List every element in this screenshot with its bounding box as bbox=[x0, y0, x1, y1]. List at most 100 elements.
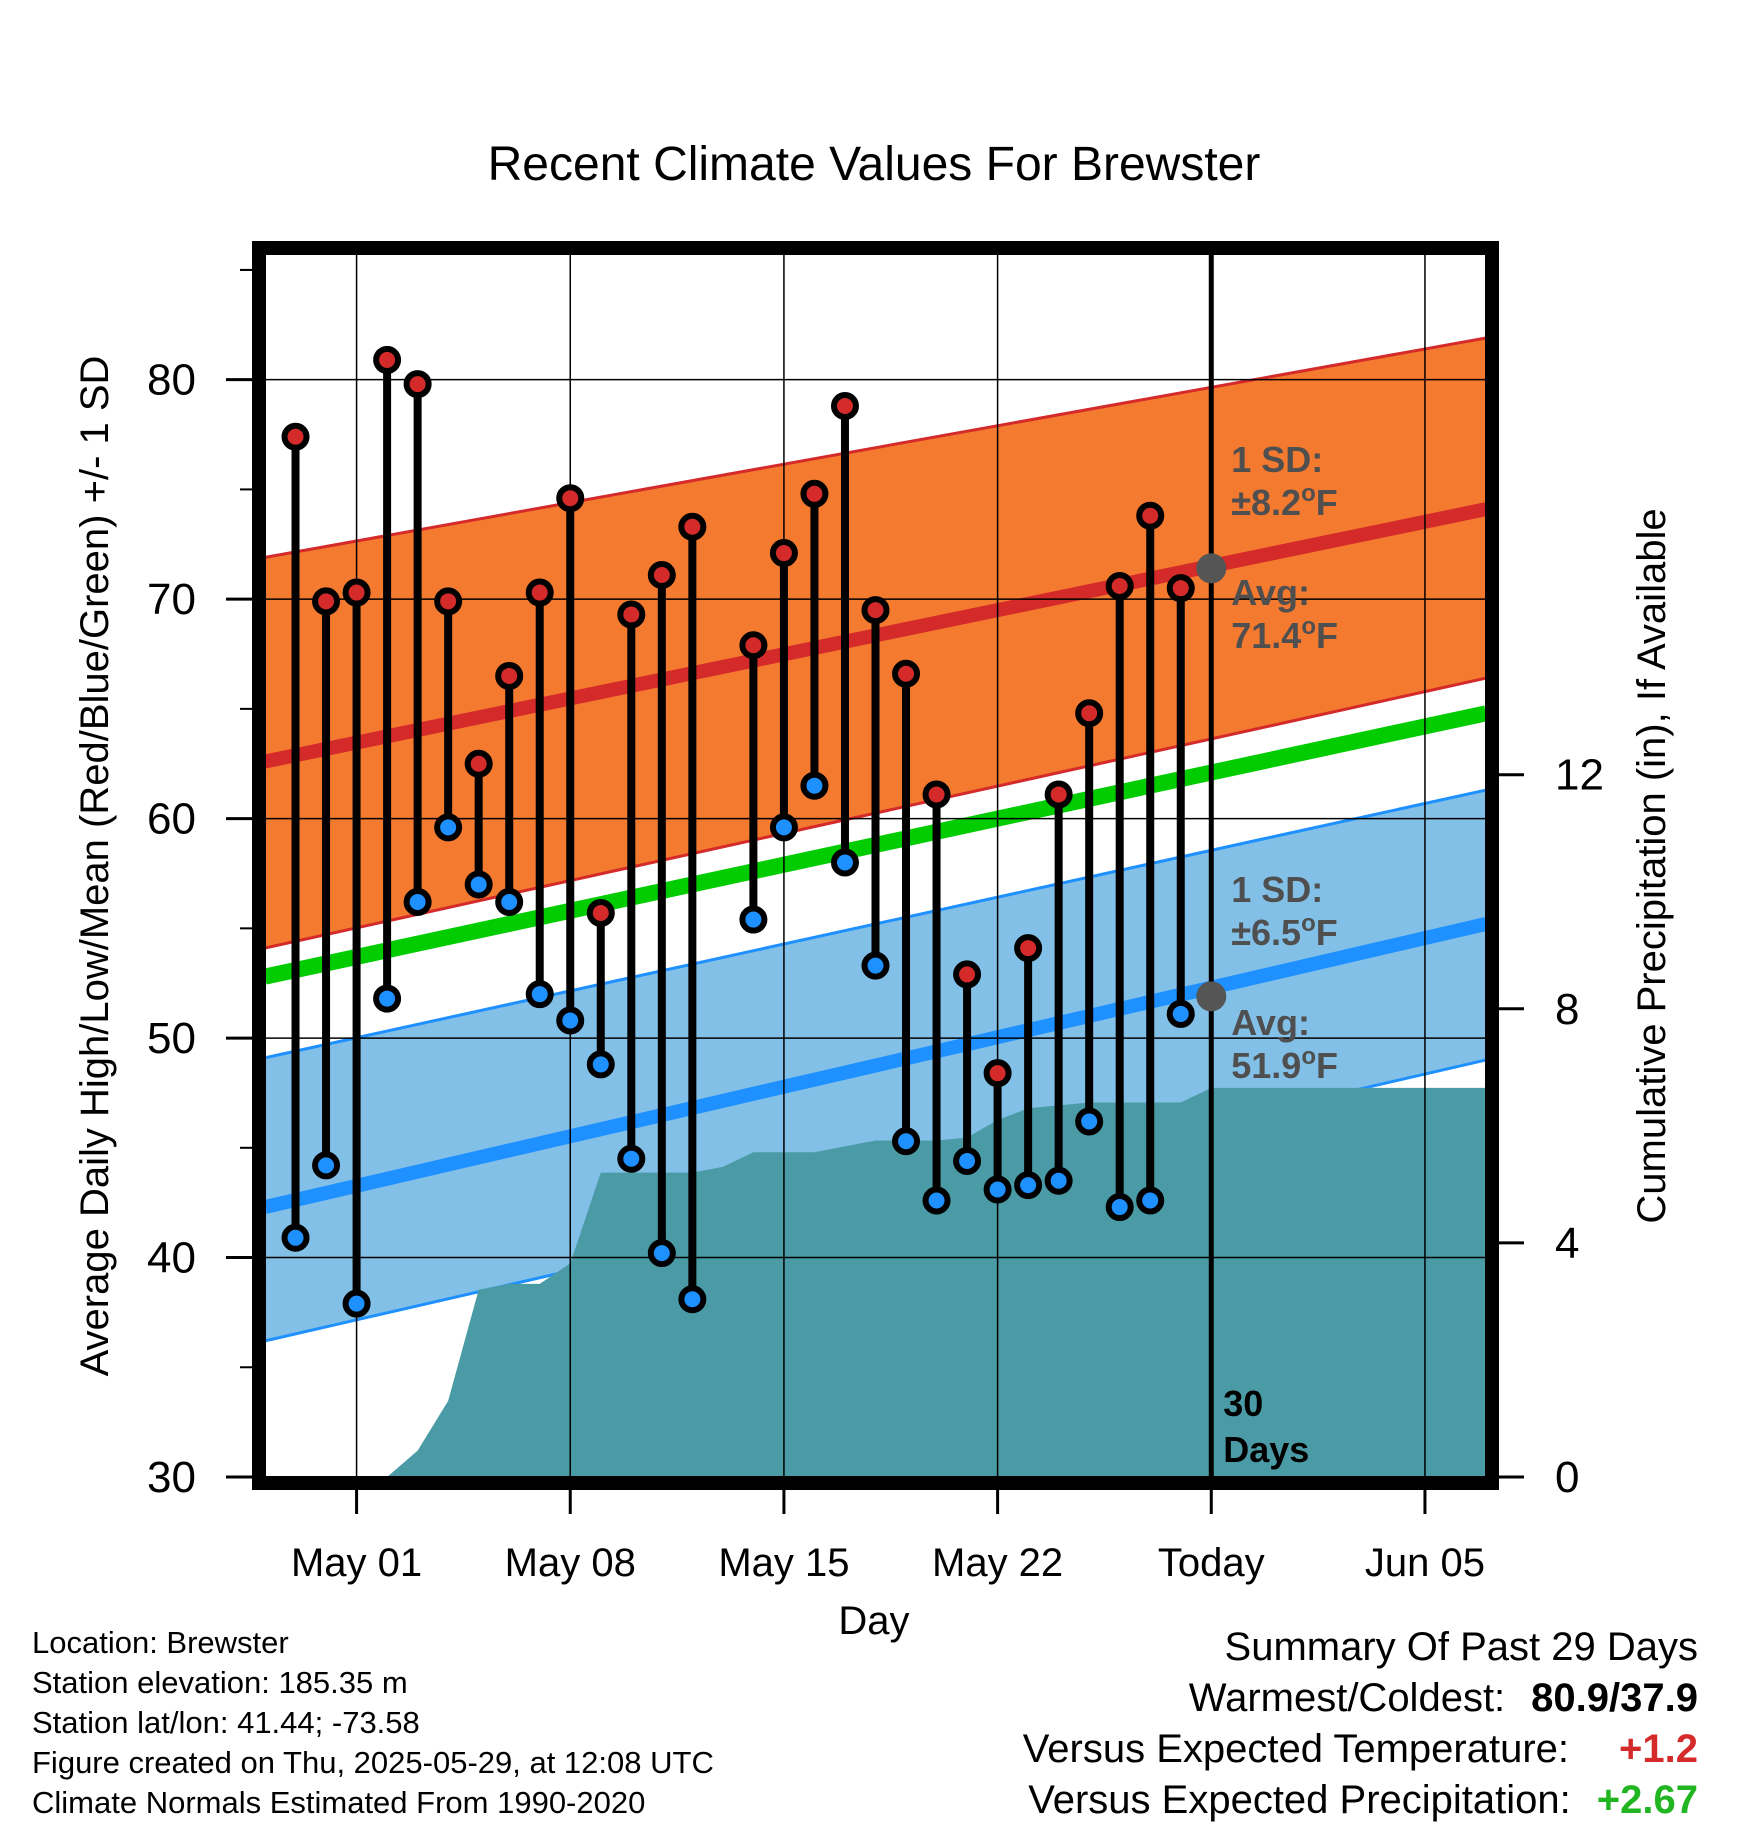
high-point bbox=[800, 479, 829, 508]
high-avg-point bbox=[1196, 553, 1227, 584]
low-point bbox=[1044, 1166, 1073, 1195]
high-point bbox=[281, 422, 310, 451]
precip-row: Versus Expected Precipitation: +2.67 bbox=[1023, 1775, 1698, 1826]
low-point bbox=[434, 813, 463, 842]
low-avg-title: Avg: bbox=[1231, 1002, 1310, 1043]
low-sd-value: ±6.5oF bbox=[1231, 910, 1337, 953]
low-point bbox=[586, 1050, 615, 1079]
high-point bbox=[983, 1059, 1012, 1088]
low-sd-title: 1 SD: bbox=[1231, 869, 1323, 910]
high-point bbox=[861, 596, 890, 625]
high-avg-value: 71.4oF bbox=[1231, 613, 1338, 656]
high-avg-title: Avg: bbox=[1231, 572, 1310, 613]
low-point bbox=[1105, 1193, 1134, 1222]
temp-row: Versus Expected Temperature: +1.2 bbox=[1023, 1724, 1698, 1775]
low-point bbox=[1014, 1171, 1043, 1200]
y-tick-label: 70 bbox=[147, 575, 196, 624]
latlon-text: Station lat/lon: 41.44; -73.58 bbox=[32, 1705, 420, 1740]
high-point bbox=[556, 484, 585, 513]
station-info: Location: Brewster Station elevation: 18… bbox=[32, 1623, 714, 1823]
x-tick-label: Jun 05 bbox=[1365, 1541, 1485, 1585]
high-point bbox=[1014, 934, 1043, 963]
high-point bbox=[373, 345, 402, 374]
normals-text: Climate Normals Estimated From 1990-2020 bbox=[32, 1785, 646, 1820]
plot-frame bbox=[252, 241, 1499, 1490]
y-tick-label: 60 bbox=[147, 795, 196, 844]
high-point bbox=[922, 780, 951, 809]
high-point bbox=[1105, 571, 1134, 600]
x-tick-label: May 22 bbox=[932, 1541, 1063, 1585]
low-point bbox=[312, 1151, 341, 1180]
warm-cold-value: 80.9/37.9 bbox=[1531, 1676, 1698, 1720]
low-point bbox=[800, 771, 829, 800]
high-point bbox=[525, 578, 554, 607]
high-point bbox=[1044, 780, 1073, 809]
y-tick-label: 80 bbox=[147, 356, 196, 405]
low-point bbox=[678, 1285, 707, 1314]
high-point bbox=[495, 661, 524, 690]
today-unit-label: Days bbox=[1223, 1429, 1309, 1470]
elevation-text: Station elevation: 185.35 m bbox=[32, 1665, 408, 1700]
high-sd-title: 1 SD: bbox=[1231, 439, 1323, 480]
high-point bbox=[1166, 574, 1195, 603]
low-point bbox=[556, 1006, 585, 1035]
low-point bbox=[953, 1146, 982, 1175]
temp-label: Versus Expected Temperature: bbox=[1022, 1727, 1570, 1771]
low-point bbox=[1166, 999, 1195, 1028]
today-count-label: 30 bbox=[1223, 1383, 1263, 1424]
high-point bbox=[312, 587, 341, 616]
y2-tick-label: 4 bbox=[1555, 1219, 1579, 1268]
high-point bbox=[586, 898, 615, 927]
low-point bbox=[861, 951, 890, 980]
high-point bbox=[647, 561, 676, 590]
summary-title: Summary Of Past 29 Days bbox=[1224, 1625, 1698, 1669]
temp-value: +1.2 bbox=[1619, 1727, 1698, 1771]
y-axis-label: Average Daily High/Low/Mean (Red/Blue/Gr… bbox=[73, 356, 117, 1377]
y2-axis-label: Cumulative Precipitation (in), If Availa… bbox=[1630, 508, 1674, 1223]
high-point bbox=[769, 539, 798, 568]
low-point bbox=[281, 1223, 310, 1252]
x-tick-label: Today bbox=[1158, 1541, 1265, 1585]
low-avg-point bbox=[1196, 981, 1227, 1012]
high-sd-value: ±8.2oF bbox=[1231, 480, 1337, 523]
low-point bbox=[617, 1144, 646, 1173]
x-tick-label: May 01 bbox=[291, 1541, 422, 1585]
high-point bbox=[830, 392, 859, 421]
y2-tick-label: 8 bbox=[1555, 985, 1579, 1034]
low-point bbox=[647, 1239, 676, 1268]
high-point bbox=[739, 631, 768, 660]
location-text: Location: Brewster bbox=[32, 1625, 289, 1660]
low-point bbox=[739, 905, 768, 934]
low-avg-value: 51.9oF bbox=[1231, 1043, 1338, 1086]
high-point bbox=[617, 600, 646, 629]
precip-value: +2.67 bbox=[1596, 1778, 1698, 1822]
x-tick-label: May 15 bbox=[718, 1541, 849, 1585]
y-tick-label: 40 bbox=[147, 1234, 196, 1283]
chart-title: Recent Climate Values For Brewster bbox=[488, 138, 1261, 191]
high-point bbox=[1136, 501, 1165, 530]
summary-panel: Summary Of Past 29 Days Warmest/Coldest:… bbox=[1023, 1622, 1698, 1826]
high-point bbox=[464, 749, 493, 778]
high-sd-band-upper-edge bbox=[265, 336, 1486, 559]
low-point bbox=[922, 1186, 951, 1215]
x-tick-label: May 08 bbox=[505, 1541, 636, 1585]
low-point bbox=[983, 1175, 1012, 1204]
low-point bbox=[495, 888, 524, 917]
low-point bbox=[464, 870, 493, 899]
y2-tick-label: 0 bbox=[1555, 1453, 1579, 1502]
y2-tick-label: 12 bbox=[1555, 751, 1604, 800]
high-point bbox=[342, 578, 371, 607]
y-tick-label: 50 bbox=[147, 1014, 196, 1063]
low-point bbox=[403, 888, 432, 917]
precip-label: Versus Expected Precipitation: bbox=[1028, 1778, 1571, 1822]
low-point bbox=[342, 1289, 371, 1318]
warm-cold-label: Warmest/Coldest: bbox=[1188, 1676, 1506, 1720]
high-point bbox=[892, 659, 921, 688]
high-point bbox=[1075, 699, 1104, 728]
low-point bbox=[769, 813, 798, 842]
x-axis-label: Day bbox=[838, 1599, 909, 1643]
created-text: Figure created on Thu, 2025-05-29, at 12… bbox=[32, 1745, 714, 1780]
high-point bbox=[953, 960, 982, 989]
high-point bbox=[434, 587, 463, 616]
